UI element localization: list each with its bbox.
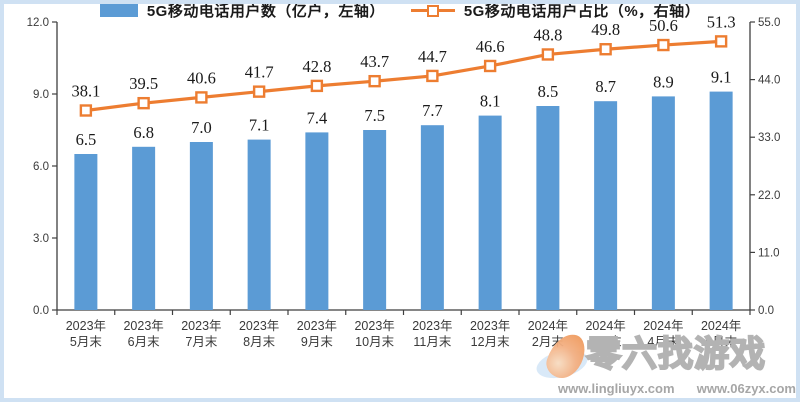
line-point-marker [714,35,728,48]
line-point-marker [310,79,324,93]
bar [478,115,502,310]
bar [132,146,156,310]
category-axis-labels: 2023年 5月末 2023年 6月末 2023年 7月末 2023年 8月末 2023年 9月末… [66,319,742,349]
line-point-marker [368,74,381,88]
bar [651,96,675,311]
line-point-marker [252,85,266,98]
svg-text:6.8: 6.8 [133,123,154,142]
watermark-url-1: www.lingliuyx.com [558,381,675,396]
line-point-marker [483,59,497,73]
line-point-marker [137,96,150,110]
svg-text:40.6: 40.6 [187,68,216,87]
axes [56,22,751,311]
bar [363,130,387,310]
line-data-labels: 38.1 39.5 40.6 41.7 42.8 43.7 44.7 46.6 48.8 49.8… [71,12,735,100]
svg-text:39.5: 39.5 [129,74,158,93]
svg-text:22.0: 22.0 [758,190,780,202]
svg-text:55.0: 55.0 [758,17,780,29]
svg-text:7.5: 7.5 [364,106,385,125]
svg-text:49.8: 49.8 [591,20,620,39]
bar [305,132,329,310]
svg-text:44.7: 44.7 [418,47,447,66]
watermark-url-2: www.06zyx.com [696,381,796,396]
svg-text:9.1: 9.1 [711,68,732,87]
bar [420,125,444,310]
svg-text:7.4: 7.4 [307,108,328,127]
svg-text:7.1: 7.1 [249,116,270,135]
chart-legend: 5G移动电话用户数（亿户，左轴） 5G移动电话用户占比（%，右轴） [0,0,800,21]
svg-text:33.0: 33.0 [758,132,780,144]
svg-text:6.5: 6.5 [76,130,97,149]
svg-text:42.8: 42.8 [302,57,331,76]
line-point-marker [657,38,670,52]
svg-text:8.9: 8.9 [653,72,674,91]
svg-text:44.0: 44.0 [758,75,780,87]
legend-bar-label: 5G移动电话用户数（亿户，左轴） [146,3,385,20]
bar [189,142,213,310]
legend-bar-swatch [99,4,138,17]
svg-text:41.7: 41.7 [245,63,274,82]
svg-text:7.0: 7.0 [191,118,212,137]
bar [74,154,98,310]
legend-item-bar-series: 5G移动电话用户数（亿户，左轴） [99,0,385,21]
axis-tick-labels: 0.0 3.0 6.0 9.0 12.0 0.0 11.0 22.0 33.0 44.0 55.0 [27,17,781,317]
svg-text:48.8: 48.8 [533,25,562,44]
svg-text:3.0: 3.0 [33,233,49,245]
svg-text:38.1: 38.1 [71,81,100,100]
svg-text:8.5: 8.5 [538,82,559,101]
bar [594,101,618,310]
bar [247,139,271,310]
svg-text:9.0: 9.0 [33,89,49,101]
watermark-urls: www.lingliuyx.com www.06zyx.com [558,381,796,396]
svg-text:43.7: 43.7 [360,52,389,71]
bar-data-labels: 6.5 6.8 7.0 7.1 7.4 7.5 7.7 8.1 8.5 8.7 8.9 9.1 [76,68,732,149]
svg-text:12.0: 12.0 [27,17,49,29]
svg-text:0.0: 0.0 [758,305,774,317]
svg-text:50.6: 50.6 [649,16,678,35]
svg-text:6.0: 6.0 [33,161,49,173]
svg-text:46.6: 46.6 [476,37,505,56]
line-point-marker [599,43,612,56]
bar [709,91,733,310]
legend-item-line-series: 5G移动电话用户占比（%，右轴） [410,0,701,21]
line-point-marker [541,48,555,61]
svg-text:11.0: 11.0 [758,247,780,259]
line-point-marker [426,69,439,83]
svg-text:8.1: 8.1 [480,92,501,111]
watermark-brand-text: 零六找游戏 [585,335,767,374]
axis-ticks [52,21,755,315]
svg-text:51.3: 51.3 [707,12,736,31]
svg-text:0.0: 0.0 [33,305,49,317]
legend-line-marker-icon [426,4,439,17]
bar-series [74,91,733,311]
line-point-marker [79,104,93,117]
legend-line-label: 5G移动电话用户占比（%，右轴） [463,3,701,20]
svg-text:8.7: 8.7 [595,77,616,96]
line-series [79,35,728,117]
svg-text:7.7: 7.7 [422,101,443,120]
line-point-marker [195,91,208,104]
legend-line-swatch [410,4,455,17]
bar [536,106,560,310]
